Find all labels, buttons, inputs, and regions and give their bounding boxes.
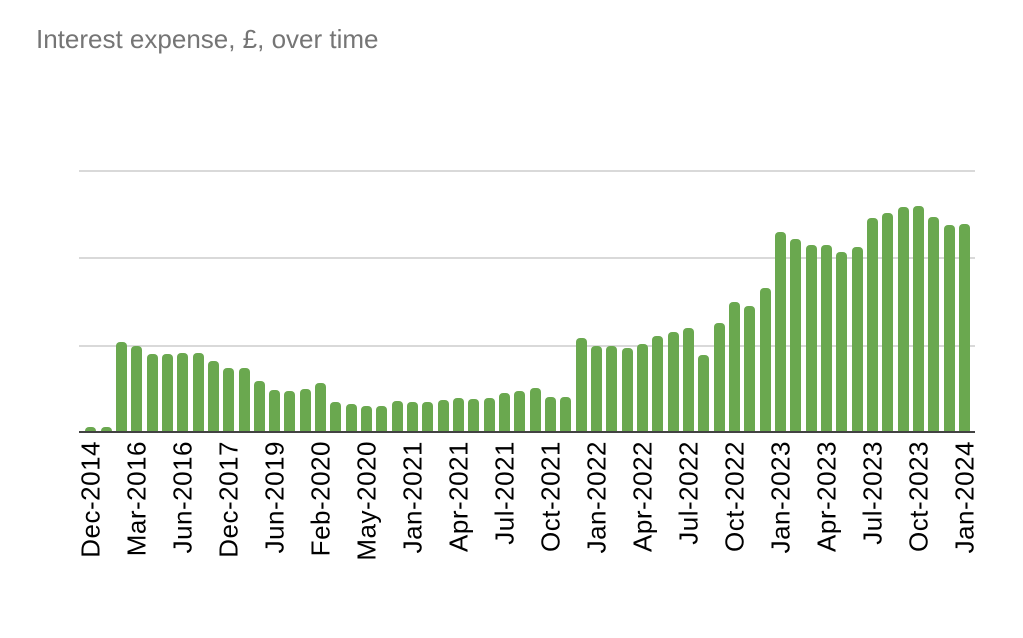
bar bbox=[959, 224, 970, 433]
bar bbox=[851, 247, 863, 433]
x-axis-line bbox=[79, 431, 975, 433]
bar bbox=[882, 213, 894, 433]
bar bbox=[100, 427, 112, 433]
gridline bbox=[79, 257, 975, 260]
bar bbox=[146, 354, 158, 433]
bar bbox=[667, 332, 679, 433]
bar bbox=[299, 389, 311, 433]
bar bbox=[407, 402, 419, 433]
bar bbox=[805, 245, 817, 433]
bar bbox=[330, 402, 342, 433]
bar bbox=[621, 348, 633, 433]
bar bbox=[345, 404, 357, 433]
bar bbox=[131, 346, 143, 433]
gridline bbox=[79, 344, 975, 347]
gridline bbox=[79, 170, 975, 173]
bar bbox=[161, 354, 173, 433]
bar bbox=[560, 397, 572, 433]
bar bbox=[207, 361, 219, 433]
bar bbox=[637, 344, 649, 433]
bar bbox=[468, 399, 480, 433]
bar bbox=[315, 383, 327, 433]
bar bbox=[115, 342, 127, 433]
bar bbox=[361, 406, 373, 433]
bar bbox=[606, 346, 618, 433]
bar bbox=[683, 328, 695, 433]
bar bbox=[529, 388, 541, 433]
bar bbox=[913, 206, 925, 433]
bar bbox=[253, 381, 265, 433]
bar bbox=[499, 393, 511, 433]
bar bbox=[759, 288, 771, 433]
bar bbox=[177, 353, 189, 433]
bar bbox=[223, 368, 235, 433]
bar bbox=[867, 218, 879, 433]
bar bbox=[85, 427, 97, 433]
bar bbox=[775, 232, 787, 433]
bar bbox=[591, 346, 603, 433]
bar bbox=[453, 398, 465, 433]
bar bbox=[729, 302, 741, 433]
bar bbox=[575, 338, 587, 433]
bar bbox=[483, 398, 495, 433]
bar bbox=[698, 355, 710, 433]
bar bbox=[391, 401, 403, 433]
bar bbox=[376, 406, 388, 433]
bar bbox=[238, 368, 250, 433]
bar bbox=[897, 207, 909, 433]
bar bbox=[269, 390, 281, 433]
chart-title: Interest expense, £, over time bbox=[36, 24, 379, 54]
bar bbox=[744, 306, 756, 433]
bar bbox=[284, 391, 296, 433]
bar bbox=[790, 239, 802, 433]
bar bbox=[652, 336, 664, 433]
bar bbox=[928, 217, 940, 433]
bar bbox=[437, 400, 449, 433]
bar bbox=[545, 397, 557, 433]
bar bbox=[713, 323, 725, 433]
bar bbox=[821, 245, 833, 433]
bar bbox=[192, 353, 204, 433]
bar bbox=[514, 391, 526, 433]
bar bbox=[836, 252, 848, 433]
bar bbox=[422, 402, 434, 433]
bar bbox=[943, 225, 955, 433]
